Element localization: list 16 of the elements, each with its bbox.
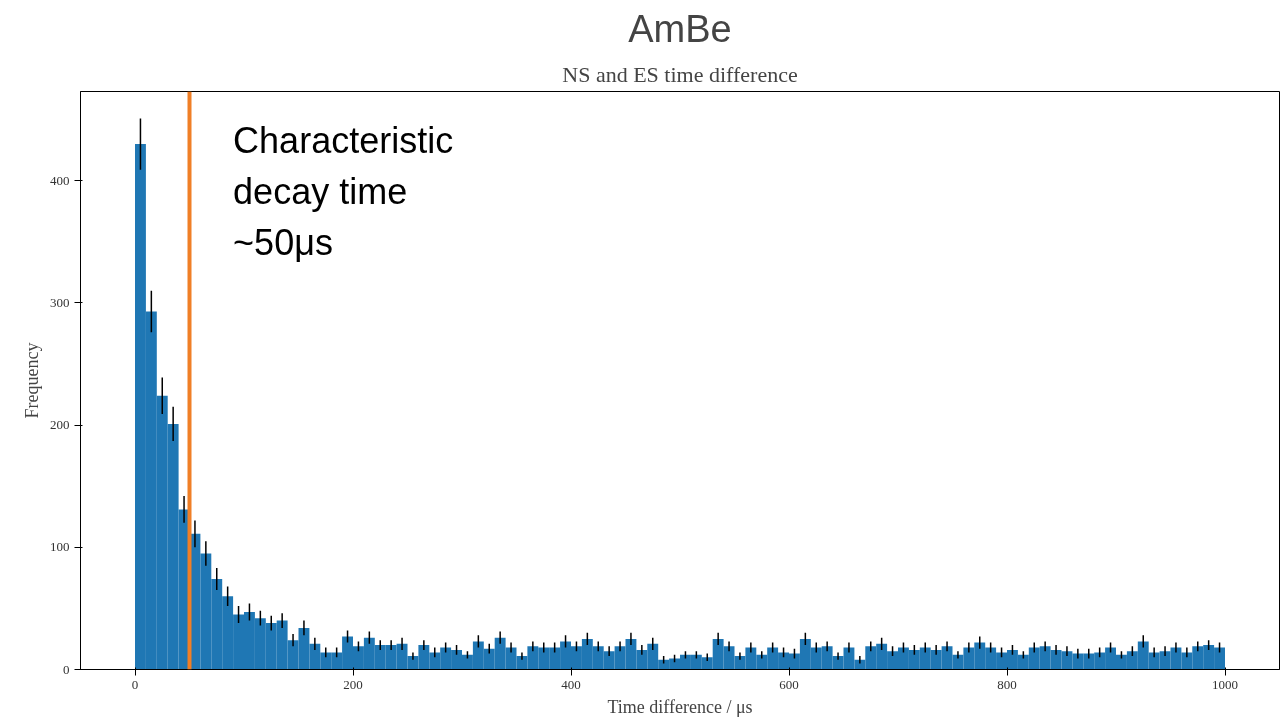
annotation: Characteristic decay time ~50μs	[233, 119, 454, 264]
y-tick-label: 300	[50, 294, 70, 310]
x-tick-label: 400	[561, 676, 581, 692]
y-tick-label: 400	[50, 172, 70, 188]
chart-subtitle: NS and ES time difference	[562, 61, 798, 87]
y-axis-title: Frequency	[22, 342, 42, 419]
x-tick-label: 1000	[1212, 676, 1238, 692]
x-tick-label: 0	[131, 676, 139, 692]
y-tick-label: 0	[63, 661, 70, 677]
y-tick-label: 100	[50, 539, 70, 555]
x-tick-label: 600	[779, 676, 799, 692]
x-tick-label: 800	[997, 676, 1017, 692]
x-axis-title: Time difference / μs	[607, 696, 753, 717]
x-tick-label: 200	[343, 676, 363, 692]
y-tick-label: 200	[50, 417, 70, 433]
chart-title: AmBe	[628, 7, 732, 50]
